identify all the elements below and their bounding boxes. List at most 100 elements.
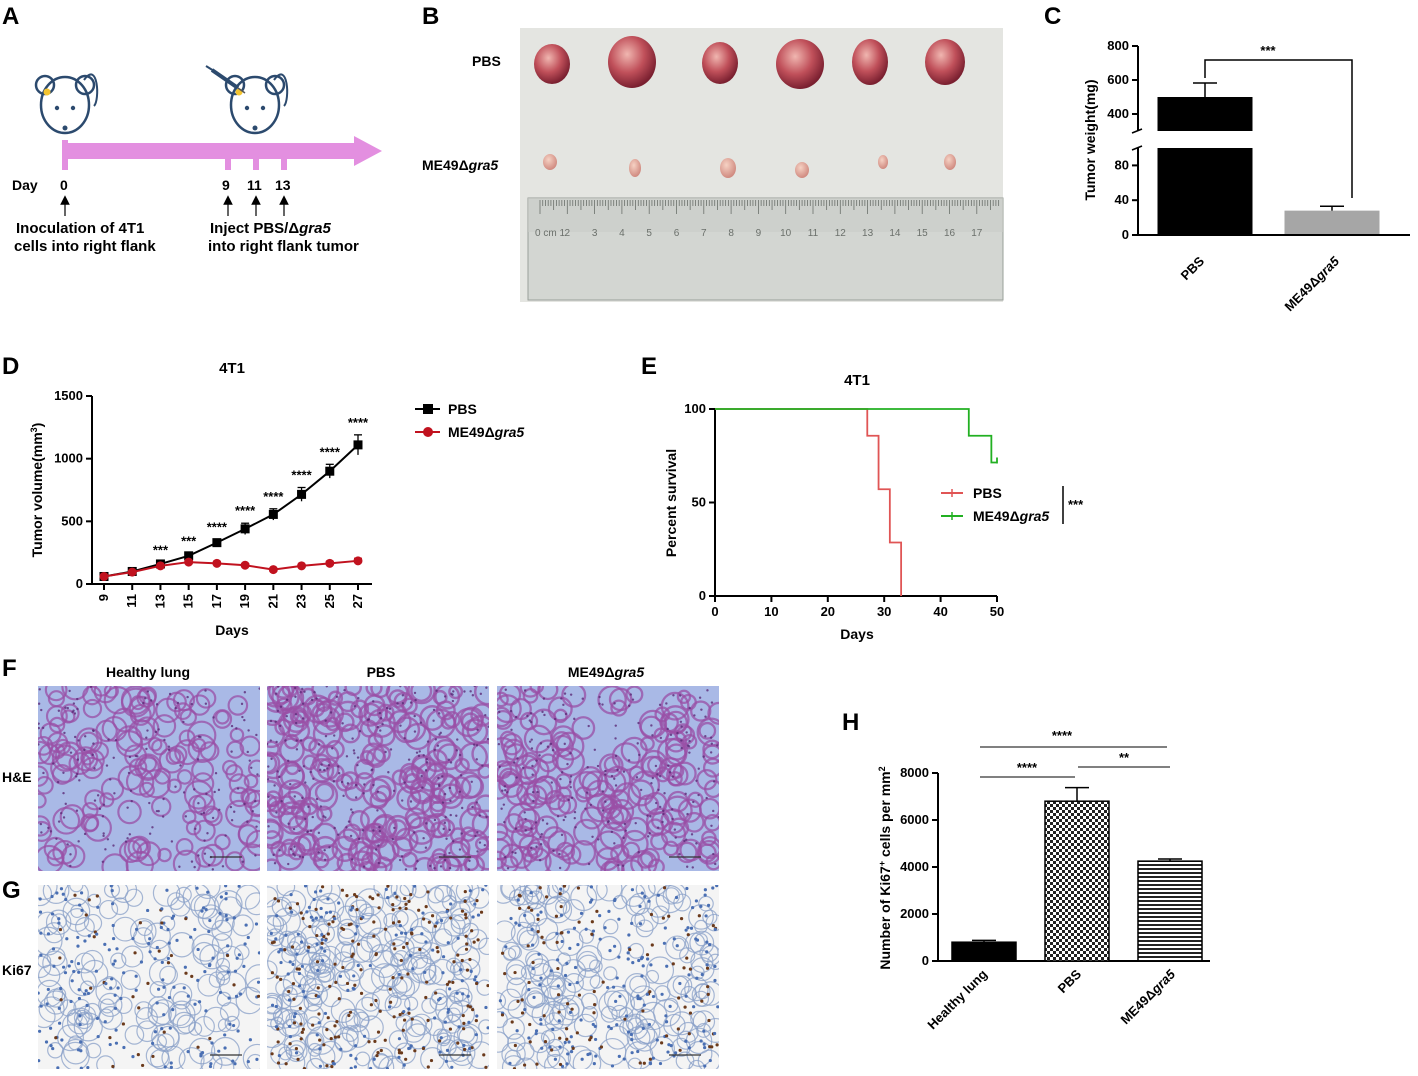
chart-d-point xyxy=(127,567,137,577)
chart-d-xtick-label: 15 xyxy=(181,594,196,608)
chart-d-point xyxy=(353,440,363,450)
chart-h-ytick-label: 8000 xyxy=(900,765,929,780)
legend-d-gra5: ME49Δgra5 xyxy=(448,424,524,440)
histo-image-he-1 xyxy=(267,686,489,871)
chart-d-point xyxy=(297,561,307,571)
inoculation-note-line2: cells into right flank xyxy=(14,238,156,255)
ruler-number: 17 xyxy=(971,228,983,239)
histo-image-ki-1 xyxy=(267,885,489,1069)
chart-d-ylabel: Tumor volume(mm3) xyxy=(29,423,45,558)
chart-h-ylabel: Number of Ki67+ cells per mm2 xyxy=(877,766,893,969)
chart-c-ytick-label: 80 xyxy=(1115,157,1129,172)
chart-c-bar xyxy=(1157,97,1253,131)
syringe-icon xyxy=(205,65,246,94)
chart-d-ytick-label: 0 xyxy=(76,576,83,591)
ruler: 0 cm 1 2 3 4 5 6 7 8 9 10 11 12 13 14 15 16 17 xyxy=(527,197,1004,301)
timeline-tick-13 xyxy=(281,150,287,170)
histo-image-he-0 xyxy=(38,686,260,871)
chart-e-ylabel: Percent survival xyxy=(663,449,679,557)
chart-d-point xyxy=(268,565,278,575)
panel-letter-b: B xyxy=(422,3,439,30)
ruler-number: 4 xyxy=(619,228,625,239)
ruler-number: 6 xyxy=(674,228,680,239)
chart-d-point xyxy=(325,558,335,568)
chart-d-point xyxy=(155,561,165,571)
panel-letter-a: A xyxy=(2,3,19,30)
chart-c-ylabel: Tumor weight(mg) xyxy=(1082,79,1098,200)
chart-d-xtick-label: 13 xyxy=(152,594,167,608)
chart-c-ytick-label: 600 xyxy=(1107,72,1129,87)
chart-e-survival-curve xyxy=(715,408,903,596)
ruler-number: 0 cm 1 xyxy=(535,228,565,239)
chart-d-point xyxy=(212,558,222,568)
chart-c: Tumor weight(mg) 0 40 80 400 600 800 PBS ME49… xyxy=(1082,38,1410,314)
ruler-number: 12 xyxy=(835,228,847,239)
chart-e-survival-curve xyxy=(715,408,997,464)
chart-d-sig-label: **** xyxy=(291,467,312,482)
panel-letter-g: G xyxy=(2,877,21,904)
chart-d-xtick-label: 25 xyxy=(322,594,337,608)
mouse-icon-right xyxy=(224,73,289,135)
legend-e-pbs: PBS xyxy=(973,485,1002,501)
chart-h-ytick-label: 6000 xyxy=(900,812,929,827)
chart-h-bar xyxy=(1137,860,1203,962)
chart-d-series-line xyxy=(103,559,359,578)
chart-h-sig-label-3: ** xyxy=(1119,750,1130,765)
injection-note-line2: into right flank tumor xyxy=(208,238,359,255)
chart-h-ytick-label: 2000 xyxy=(900,906,929,921)
panel-letter-e: E xyxy=(641,353,657,380)
chart-h-xtick-gra5: ME49Δgra5 xyxy=(1117,966,1178,1027)
histo-header-healthy: Healthy lung xyxy=(106,664,190,680)
chart-d: 4T1 Tumor volume(mm3) Days 0 500 1000 1500 9… xyxy=(29,360,524,638)
chart-d-point xyxy=(268,509,278,519)
chart-h-sig-label-2: **** xyxy=(1017,760,1038,775)
photo-label-pbs: PBS xyxy=(472,53,501,69)
timeline-tick-9 xyxy=(225,150,231,170)
chart-c-bar xyxy=(1284,210,1380,235)
ruler-number: 7 xyxy=(701,228,707,239)
ruler-number: 15 xyxy=(917,228,929,239)
chart-c-axis-break xyxy=(1131,145,1143,151)
panel-letter-d: D xyxy=(2,353,19,380)
ruler-number: 16 xyxy=(944,228,956,239)
day-0-label: 0 xyxy=(60,177,68,193)
chart-c-sig-bracket xyxy=(1204,59,1353,198)
ruler-number: 3 xyxy=(592,228,598,239)
histo-header-gra5: ME49Δgra5 xyxy=(568,664,644,680)
chart-d-xtick-label: 11 xyxy=(124,594,139,608)
chart-d-legend: PBS ME49Δgra5 xyxy=(415,401,524,440)
chart-d-sig-label: *** xyxy=(181,533,197,548)
legend-d-pbs: PBS xyxy=(448,401,477,417)
chart-e-title: 4T1 xyxy=(844,372,870,389)
chart-d-sig-label: **** xyxy=(235,503,256,518)
chart-d-xtick-label: 23 xyxy=(294,594,309,608)
chart-h-bar xyxy=(951,941,1017,962)
timeline-arrow xyxy=(62,136,382,166)
chart-e-ytick-label: 50 xyxy=(692,495,706,510)
chart-d-point xyxy=(325,466,335,476)
ruler-number: 8 xyxy=(728,228,734,239)
chart-e-xtick-label: 30 xyxy=(877,604,891,619)
ruler-number: 9 xyxy=(756,228,762,239)
chart-h-xtick-pbs: PBS xyxy=(1055,966,1085,996)
day-label: Day xyxy=(12,177,38,193)
panel-letter-c: C xyxy=(1044,3,1061,30)
ruler-number: 11 xyxy=(808,228,819,239)
chart-e-ytick-label: 0 xyxy=(699,588,706,603)
chart-e-xtick-label: 0 xyxy=(711,604,718,619)
histo-image-ki-2 xyxy=(497,885,719,1069)
chart-c-sig-label: *** xyxy=(1260,43,1276,58)
chart-d-series-line xyxy=(103,444,359,578)
chart-e: 4T1 Percent survival Days 0 50 100 0 10 20 30 4… xyxy=(663,372,1084,642)
chart-e-xtick-label: 20 xyxy=(821,604,835,619)
chart-d-sig-label: **** xyxy=(348,415,369,430)
histology-panels: Healthy lung PBS ME49Δgra5 H&E Ki67 xyxy=(2,664,719,1069)
chart-d-sig-label: **** xyxy=(320,444,341,459)
chart-d-point xyxy=(184,557,194,567)
chart-d-xtick-label: 21 xyxy=(265,594,280,608)
chart-e-xtick-label: 40 xyxy=(933,604,947,619)
histo-row-he: H&E xyxy=(2,769,32,785)
mouse-icon-left xyxy=(34,73,99,135)
timeline-panel: Day 0 9 11 13 Inoculation of 4T1 cells i… xyxy=(12,65,382,255)
chart-c-ytick-label: 40 xyxy=(1115,192,1129,207)
